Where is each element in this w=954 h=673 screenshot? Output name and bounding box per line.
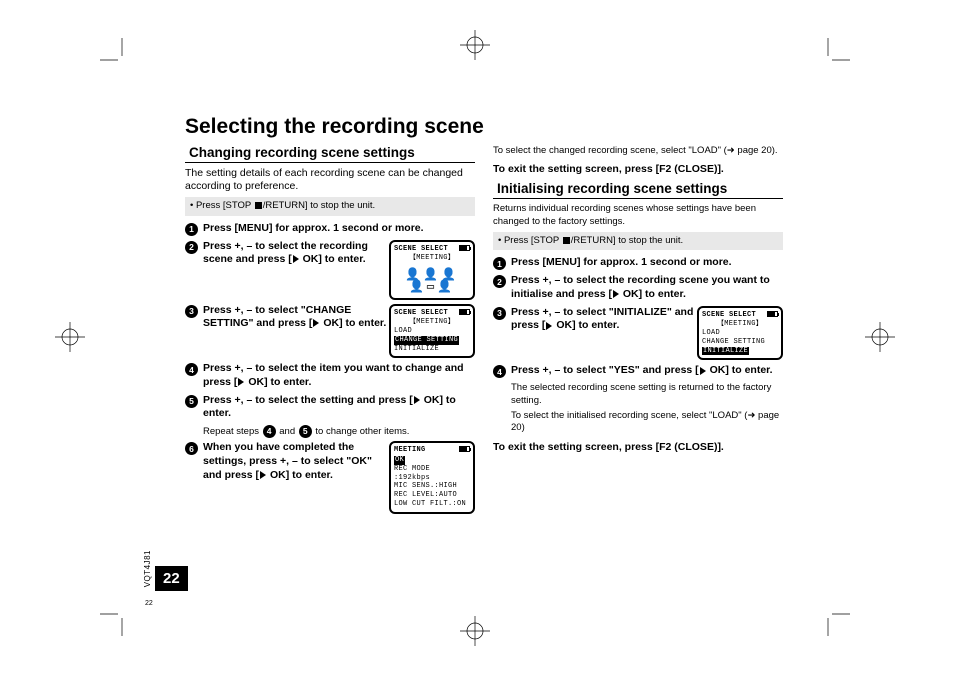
doc-code: VQT4J81 xyxy=(143,550,152,587)
right-sub2: To select the initialised recording scen… xyxy=(511,410,783,435)
left-step4-text: Press +, – to select the item you want t… xyxy=(203,362,475,389)
crop-top-right xyxy=(806,38,850,82)
left-step-2: 2 Press +, – to select the recording sce… xyxy=(185,240,475,300)
right-step2-text: Press +, – to select the recording scene… xyxy=(511,274,783,301)
small-page-number: 22 xyxy=(145,600,153,607)
repeat-line: Repeat steps 4 and 5 to change other ite… xyxy=(203,425,475,438)
screen2-l1: 【MEETING】 xyxy=(394,318,470,327)
crop-bottom-right xyxy=(806,592,850,636)
left-step5-text: Press +, – to select the setting and pre… xyxy=(203,394,475,421)
r-step-num-1: 1 xyxy=(493,257,506,270)
right-exit1: To exit the setting screen, press [F2 (C… xyxy=(493,163,783,175)
left-step1-text: Press [MENU] for approx. 1 second or mor… xyxy=(203,222,475,236)
battery-icon xyxy=(459,309,470,315)
right-step-4: 4 Press +, – to select "YES" and press [… xyxy=(493,364,783,378)
screen2-l2: LOAD xyxy=(394,327,470,336)
screen-initialize: SCENE SELECT 【MEETING】 LOAD CHANGE SETTI… xyxy=(697,306,783,361)
meeting-people-icon: 👤👤👤👤▭👤 xyxy=(394,269,470,293)
left-step-1: 1 Press [MENU] for approx. 1 second or m… xyxy=(185,222,475,236)
step-num-6: 6 xyxy=(185,442,198,455)
right-exit2: To exit the setting screen, press [F2 (C… xyxy=(493,441,783,453)
screen-change-setting: SCENE SELECT 【MEETING】 LOAD CHANGE SETTI… xyxy=(389,304,475,359)
right-step-2: 2 Press +, – to select the recording sce… xyxy=(493,274,783,301)
left-step2-text: Press +, – to select the recording scene… xyxy=(203,240,389,267)
screen3-title: MEETING xyxy=(394,446,426,455)
repeat-a: Repeat steps xyxy=(203,426,262,437)
screen3-l2: MIC SENS.:HIGH xyxy=(394,482,470,491)
screen3-l4: LOW CUT FILT.:ON xyxy=(394,500,470,509)
right-heading: Initialising recording scene settings xyxy=(493,181,783,199)
r-step-num-3: 3 xyxy=(493,307,506,320)
page-title: Selecting the recording scene xyxy=(185,115,785,139)
left-step-6: 6 When you have completed the settings, … xyxy=(185,441,475,513)
left-step-4: 4 Press +, – to select the item you want… xyxy=(185,362,475,389)
left-note: • Press [STOP /RETURN] to stop the unit. xyxy=(185,197,475,215)
inline-4-icon: 4 xyxy=(263,425,276,438)
right-step4-text: Press +, – to select "YES" and press [ O… xyxy=(511,364,783,378)
left-step3-text: Press +, – to select "CHANGE SETTING" an… xyxy=(203,304,389,331)
inline-5-icon: 5 xyxy=(299,425,312,438)
repeat-b: and xyxy=(277,426,298,437)
left-step-5: 5 Press +, – to select the setting and p… xyxy=(185,394,475,421)
screen3-l3: REC LEVEL:AUTO xyxy=(394,491,470,500)
rscreen-l4: INITIALIZE xyxy=(702,347,749,356)
regmark-right xyxy=(865,322,895,352)
screen-meeting-settings: MEETING OK REC MODE :192kbps MIC SENS.:H… xyxy=(389,441,475,513)
regmark-bottom xyxy=(460,616,490,646)
battery-icon xyxy=(459,245,470,251)
regmark-left xyxy=(55,322,85,352)
screen2-title: SCENE SELECT xyxy=(394,309,448,318)
screen-scene-select: SCENE SELECT 【MEETING】 👤👤👤👤▭👤 xyxy=(389,240,475,300)
left-column: Changing recording scene settings The se… xyxy=(185,145,475,518)
ok-highlight: OK xyxy=(394,456,405,465)
step-num-4: 4 xyxy=(185,363,198,376)
rscreen-l2: LOAD xyxy=(702,329,778,338)
crop-top-left xyxy=(100,38,144,82)
screen1-title: SCENE SELECT xyxy=(394,245,448,254)
right-intro: Returns individual recording scenes whos… xyxy=(493,203,783,228)
right-note: • Press [STOP /RETURN] to stop the unit. xyxy=(493,232,783,250)
left-step6-text: When you have completed the settings, pr… xyxy=(203,441,389,482)
screen1-row: 【MEETING】 xyxy=(394,254,470,263)
left-intro: The setting details of each recording sc… xyxy=(185,167,475,193)
right-step1-text: Press [MENU] for approx. 1 second or mor… xyxy=(511,256,783,270)
page-content: Selecting the recording scene Changing r… xyxy=(185,115,785,518)
page-number: 22 xyxy=(155,566,188,591)
step-num-5: 5 xyxy=(185,395,198,408)
step-num-2: 2 xyxy=(185,241,198,254)
right-column: To select the changed recording scene, s… xyxy=(493,145,783,518)
right-topline: To select the changed recording scene, s… xyxy=(493,145,783,157)
regmark-top xyxy=(460,30,490,60)
screen2-l3: CHANGE SETTING xyxy=(394,336,459,345)
left-heading: Changing recording scene settings xyxy=(185,145,475,163)
page-number-block: VQT4J81 22 xyxy=(143,550,188,591)
crop-bottom-left xyxy=(100,592,144,636)
right-sub1: The selected recording scene setting is … xyxy=(511,382,783,407)
step-num-1: 1 xyxy=(185,223,198,236)
right-step3-text: Press +, – to select "INITIALIZE" and pr… xyxy=(511,306,697,333)
step-num-3: 3 xyxy=(185,305,198,318)
rscreen-l3: CHANGE SETTING xyxy=(702,338,778,347)
right-step-3: 3 Press +, – to select "INITIALIZE" and … xyxy=(493,306,783,361)
rscreen-l1: 【MEETING】 xyxy=(702,320,778,329)
screen3-l1: REC MODE :192kbps xyxy=(394,465,470,483)
screen2-l4: INITIALIZE xyxy=(394,345,470,354)
battery-icon xyxy=(767,311,778,317)
repeat-c: to change other items. xyxy=(313,426,410,437)
r-step-num-4: 4 xyxy=(493,365,506,378)
right-step-1: 1 Press [MENU] for approx. 1 second or m… xyxy=(493,256,783,270)
left-step-3: 3 Press +, – to select "CHANGE SETTING" … xyxy=(185,304,475,359)
rscreen-title: SCENE SELECT xyxy=(702,311,756,320)
r-step-num-2: 2 xyxy=(493,275,506,288)
battery-icon xyxy=(459,446,470,452)
